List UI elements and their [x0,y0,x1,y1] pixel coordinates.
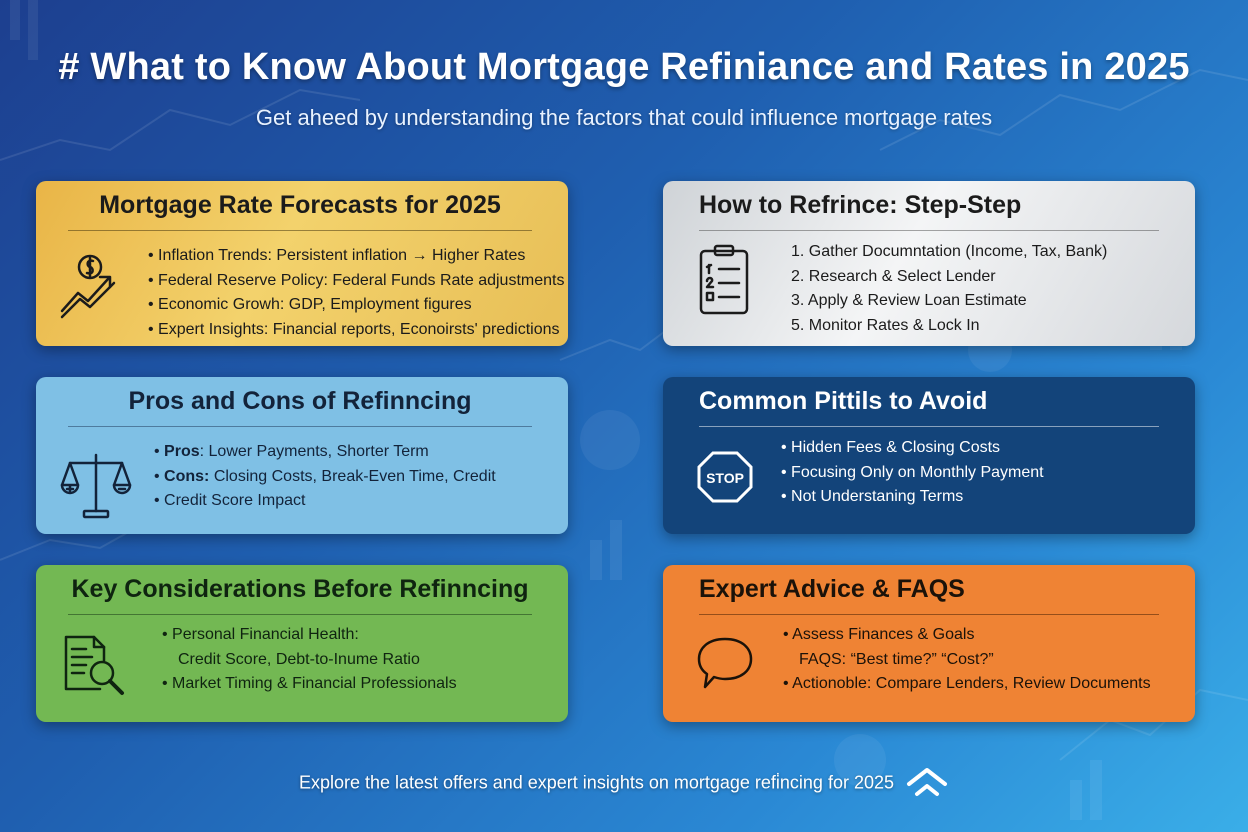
footer-text: Explore the latest offers and expert ins… [298,772,894,793]
stop-sign-text: STOP [706,470,744,486]
forecast-heading: Mortgage Rate Forecasts for 2025 [68,191,532,231]
cons-text: Closing Costs, Break-Even Time, Credit [209,467,496,485]
pitfalls-heading: Common Pittils to Avoid [699,387,1159,427]
speech-bubble-icon [685,625,765,705]
expert-advice-card: Expert Advice & FAQS Assess Finances & G… [663,565,1195,722]
list-item: Market Timing & Financial Professionals [162,672,457,697]
list-item: Personal Financial Health: [162,623,457,648]
dollar-growth-arrow-icon [56,249,136,329]
list-item: Economic Growh: GDP, Employment figures [148,293,564,318]
footer-cta: Explore the latest offers and expert ins… [0,766,1248,800]
list-item: 5. Monitor Rates & Lock In [791,316,980,334]
list-item: Hidden Fees & Closing Costs [781,436,1044,461]
stop-sign-icon: STOP [685,435,765,515]
list-item: Actionoble: Compare Lenders, Review Docu… [783,672,1150,697]
pitfalls-list: Hidden Fees & Closing Costs Focusing Onl… [781,436,1044,510]
checklist-clipboard-icon [685,241,765,321]
list-item: Expert Insights: Financial reports, Econ… [148,318,564,343]
document-magnifier-icon [56,627,136,707]
page-title: # What to Know About Mortgage Refiniance… [58,46,1190,88]
list-item: 3. Apply & Review Loan Estimate [791,292,1027,309]
credit-impact-text: Credit Score Impact [164,492,306,509]
refinance-heading: How to Refrince: Step-Step [699,191,1159,231]
considerations-card: Key Considerations Before Refinncing Per… [36,565,568,722]
pros-label: Pros [164,443,200,460]
pros-cons-card: Pros and Cons of Refinncing Pros: Lower … [36,377,568,534]
pros-cons-list: Pros: Lower Payments, Shorter Term Cons:… [154,440,496,514]
cons-label: Cons: [164,467,210,485]
expert-list: Assess Finances & Goals FAQS: “Best time… [783,623,1151,697]
considerations-heading: Key Considerations Before Refinncing [68,575,532,615]
list-item: Not Understaning Terms [781,485,1044,510]
list-item: Assess Finances & Goals [783,623,1151,648]
pitfalls-card: Common Pittils to Avoid STOP Hidden Fees… [663,377,1195,534]
list-item: 2. Research & Select Lender [791,267,996,285]
refinance-steps-list: 1. Gather Documntation (Income, Tax, Ban… [791,240,1107,338]
refinance-steps-card: How to Refrince: Step-Step 1. Gather Doc… [663,181,1195,346]
home-chevron-icon [905,766,949,800]
list-item: Cons: Closing Costs, Break-Even Time, Cr… [154,465,496,490]
page-subtitle: Get aheed by understanding the factors t… [255,105,993,130]
considerations-list: Personal Financial Health: Credit Score,… [162,623,457,697]
list-item: Pros: Lower Payments, Shorter Term [154,440,496,465]
list-item: 1. Gather Documntation (Income, Tax, Ban… [791,243,1108,260]
expert-heading: Expert Advice & FAQS [699,575,1159,615]
list-item: Credit Score Impact [154,489,496,514]
forecast-list: Inflation Trends: Persistent inflation →… [148,244,564,342]
list-item: FAQS: “Best time?” “Cost?” [799,650,994,668]
pros-text: : Lower Payments, Shorter Term [199,443,429,460]
list-item: Inflation Trends: Persistent inflation →… [148,244,564,269]
list-item: Credit Score, Debt-to-Inume Ratio [178,650,420,668]
pros-cons-heading: Pros and Cons of Refinncing [68,387,532,427]
balance-scale-icon [56,447,136,527]
list-item: Federal Reserve Policy: Federal Funds Ra… [148,269,564,294]
list-item: Focusing Only on Monthly Payment [781,461,1044,486]
forecast-card: Mortgage Rate Forecasts for 2025 Inflati… [36,181,568,346]
